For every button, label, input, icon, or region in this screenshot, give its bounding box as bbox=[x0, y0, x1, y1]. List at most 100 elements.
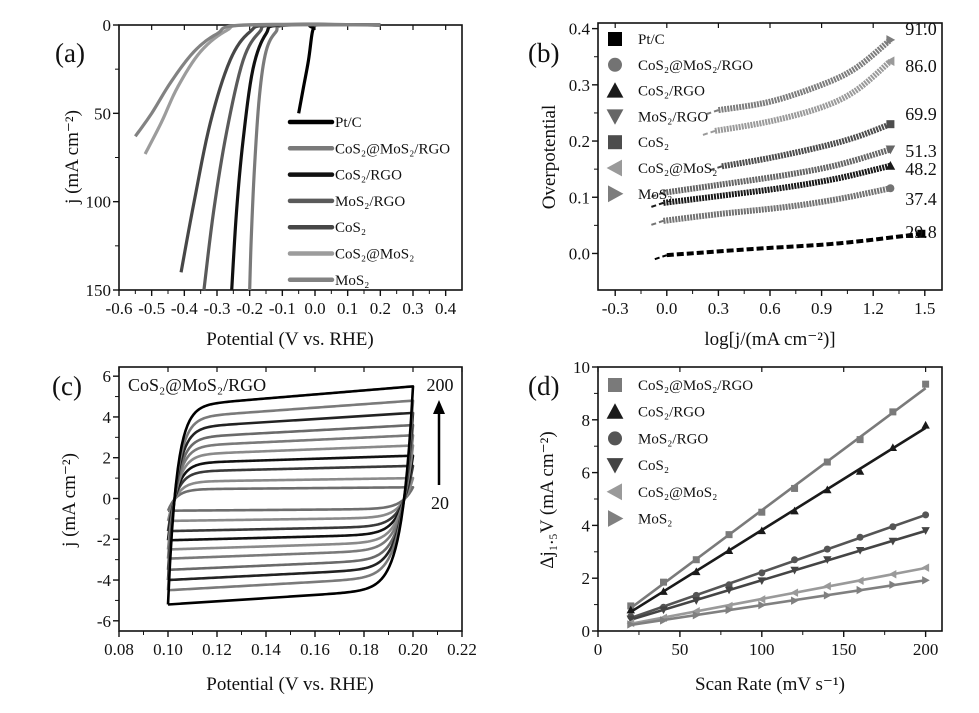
legend-label: CoS₂@MoS₂ bbox=[638, 161, 717, 177]
legend-label: MoS₂ bbox=[638, 512, 672, 528]
x-tick-label: 0.10 bbox=[153, 640, 183, 659]
data-point-marker bbox=[886, 184, 895, 193]
data-point-marker bbox=[757, 526, 767, 535]
data-point-marker bbox=[757, 595, 766, 604]
tafel-fit-line bbox=[706, 109, 719, 116]
legend-marker bbox=[608, 185, 624, 203]
panel-a-hydrogen-evolution-polarization: -0.6 -0.5 -0.4 -0.3 -0.2 -0.1 0.0 0.1 0.2 0.3 0.4 0… bbox=[55, 16, 463, 350]
legend-marker bbox=[606, 109, 624, 125]
arrow-up-icon bbox=[433, 400, 445, 414]
tafel-fit-line bbox=[702, 129, 716, 136]
y-tick-label: 10 bbox=[573, 358, 590, 377]
legend-label: CoS₂/RGO bbox=[335, 168, 402, 184]
data-point-marker bbox=[791, 596, 799, 605]
data-point-marker bbox=[922, 380, 930, 388]
data-point-marker bbox=[660, 578, 668, 586]
x-tick-label: 0.2 bbox=[370, 299, 391, 318]
x-tick-label: 0.08 bbox=[104, 640, 134, 659]
data-point-marker bbox=[823, 545, 831, 553]
series-line bbox=[297, 23, 381, 114]
scan-rate-max-label: 200 bbox=[427, 375, 454, 395]
linear-fit-line bbox=[630, 513, 927, 620]
data-point-marker bbox=[888, 443, 898, 452]
series-line bbox=[134, 22, 381, 138]
x-tick-label: -0.2 bbox=[236, 299, 263, 318]
legend-label: CoS₂@MoS₂ bbox=[638, 485, 717, 501]
data-point-marker bbox=[692, 607, 700, 616]
sample-title: CoS₂@MoS₂/RGO bbox=[128, 375, 266, 395]
x-tick-label: 0.22 bbox=[447, 640, 477, 659]
x-tick-label: -0.4 bbox=[171, 299, 198, 318]
legend-label: CoS₂/RGO bbox=[638, 405, 705, 421]
data-point-marker bbox=[758, 508, 766, 516]
x-tick-label: 0 bbox=[594, 640, 603, 659]
data-point-marker bbox=[889, 408, 897, 416]
linear-fit-line bbox=[630, 529, 926, 621]
tafel-data-series bbox=[717, 37, 893, 114]
linear-fit-line bbox=[630, 566, 926, 626]
tafel-slope-label: 91.0 bbox=[905, 19, 937, 39]
legend-label: Pt/C bbox=[335, 115, 362, 131]
data-point-marker bbox=[921, 563, 930, 572]
legend-label: MoS₂ bbox=[638, 187, 672, 203]
data-point-marker bbox=[757, 577, 767, 586]
y-tick-label: 100 bbox=[86, 193, 112, 212]
tafel-slope-label: 86.0 bbox=[905, 56, 937, 76]
x-tick-label: 1.5 bbox=[914, 299, 935, 318]
tafel-slope-label: 37.4 bbox=[905, 189, 937, 209]
tafel-data-series bbox=[662, 185, 892, 224]
panel-label: (a) bbox=[55, 38, 85, 68]
x-axis-title: Scan Rate (mV s⁻¹) bbox=[695, 674, 845, 695]
x-tick-label: 0.18 bbox=[349, 640, 379, 659]
data-point-marker bbox=[791, 484, 799, 492]
data-point-marker bbox=[922, 511, 930, 519]
legend-label: CoS₂@MoS₂/RGO bbox=[335, 141, 450, 157]
tafel-slope-label: 29.8 bbox=[905, 222, 937, 242]
x-tick-label: 100 bbox=[749, 640, 775, 659]
data-point-marker bbox=[885, 145, 896, 155]
legend-marker bbox=[606, 483, 622, 501]
legend-label: CoS₂ bbox=[638, 135, 669, 151]
linear-fit-line bbox=[629, 387, 927, 610]
legend-marker bbox=[608, 431, 622, 446]
data-point-marker bbox=[790, 588, 799, 597]
y-tick-label: 4 bbox=[103, 408, 112, 427]
data-point-marker bbox=[692, 610, 701, 620]
legend-marker bbox=[606, 82, 624, 98]
data-point-marker bbox=[856, 533, 864, 541]
data-point-marker bbox=[886, 35, 896, 45]
y-tick-label: -2 bbox=[97, 530, 111, 549]
x-tick-label: 0.16 bbox=[300, 640, 330, 659]
cv-loop bbox=[166, 444, 415, 551]
data-point-marker bbox=[626, 615, 635, 624]
x-axis-title: Potential (V vs. RHE) bbox=[206, 329, 373, 350]
y-axis-title: Overpotential bbox=[539, 105, 560, 209]
tafel-slope-label: 69.9 bbox=[905, 104, 937, 124]
data-point-marker bbox=[823, 485, 832, 494]
panel-b-tafel-plot: -0.3 0.0 0.3 0.6 0.9 1.2 1.5 0.0 0.1 0.2 0.3 0.4 (b)… bbox=[528, 19, 943, 350]
legend-marker bbox=[608, 510, 624, 527]
y-tick-label: 0 bbox=[103, 489, 112, 508]
x-tick-label: 0.3 bbox=[402, 299, 423, 318]
y-tick-label: 6 bbox=[103, 367, 112, 386]
legend-label: MoS₂ bbox=[335, 273, 369, 289]
data-point-marker bbox=[758, 600, 767, 610]
data-point-marker bbox=[692, 591, 700, 599]
tafel-data-series bbox=[666, 231, 922, 258]
y-axis-title: j (mA cm⁻²) bbox=[62, 110, 83, 205]
x-tick-label: 0.3 bbox=[708, 299, 729, 318]
y-tick-label: -4 bbox=[97, 571, 112, 590]
data-point-marker bbox=[917, 229, 926, 238]
x-tick-label: -0.3 bbox=[602, 299, 629, 318]
scan-rate-min-label: 20 bbox=[431, 493, 449, 513]
tafel-data-series bbox=[714, 58, 893, 134]
data-point-marker bbox=[790, 566, 799, 575]
data-point-marker bbox=[627, 620, 635, 629]
x-tick-label: 50 bbox=[671, 640, 688, 659]
tafel-slope-label: 48.2 bbox=[905, 159, 937, 179]
tafel-fit-line bbox=[709, 165, 723, 172]
x-tick-label: 200 bbox=[913, 640, 939, 659]
data-point-marker bbox=[725, 581, 733, 589]
panel-label: (b) bbox=[528, 38, 559, 68]
